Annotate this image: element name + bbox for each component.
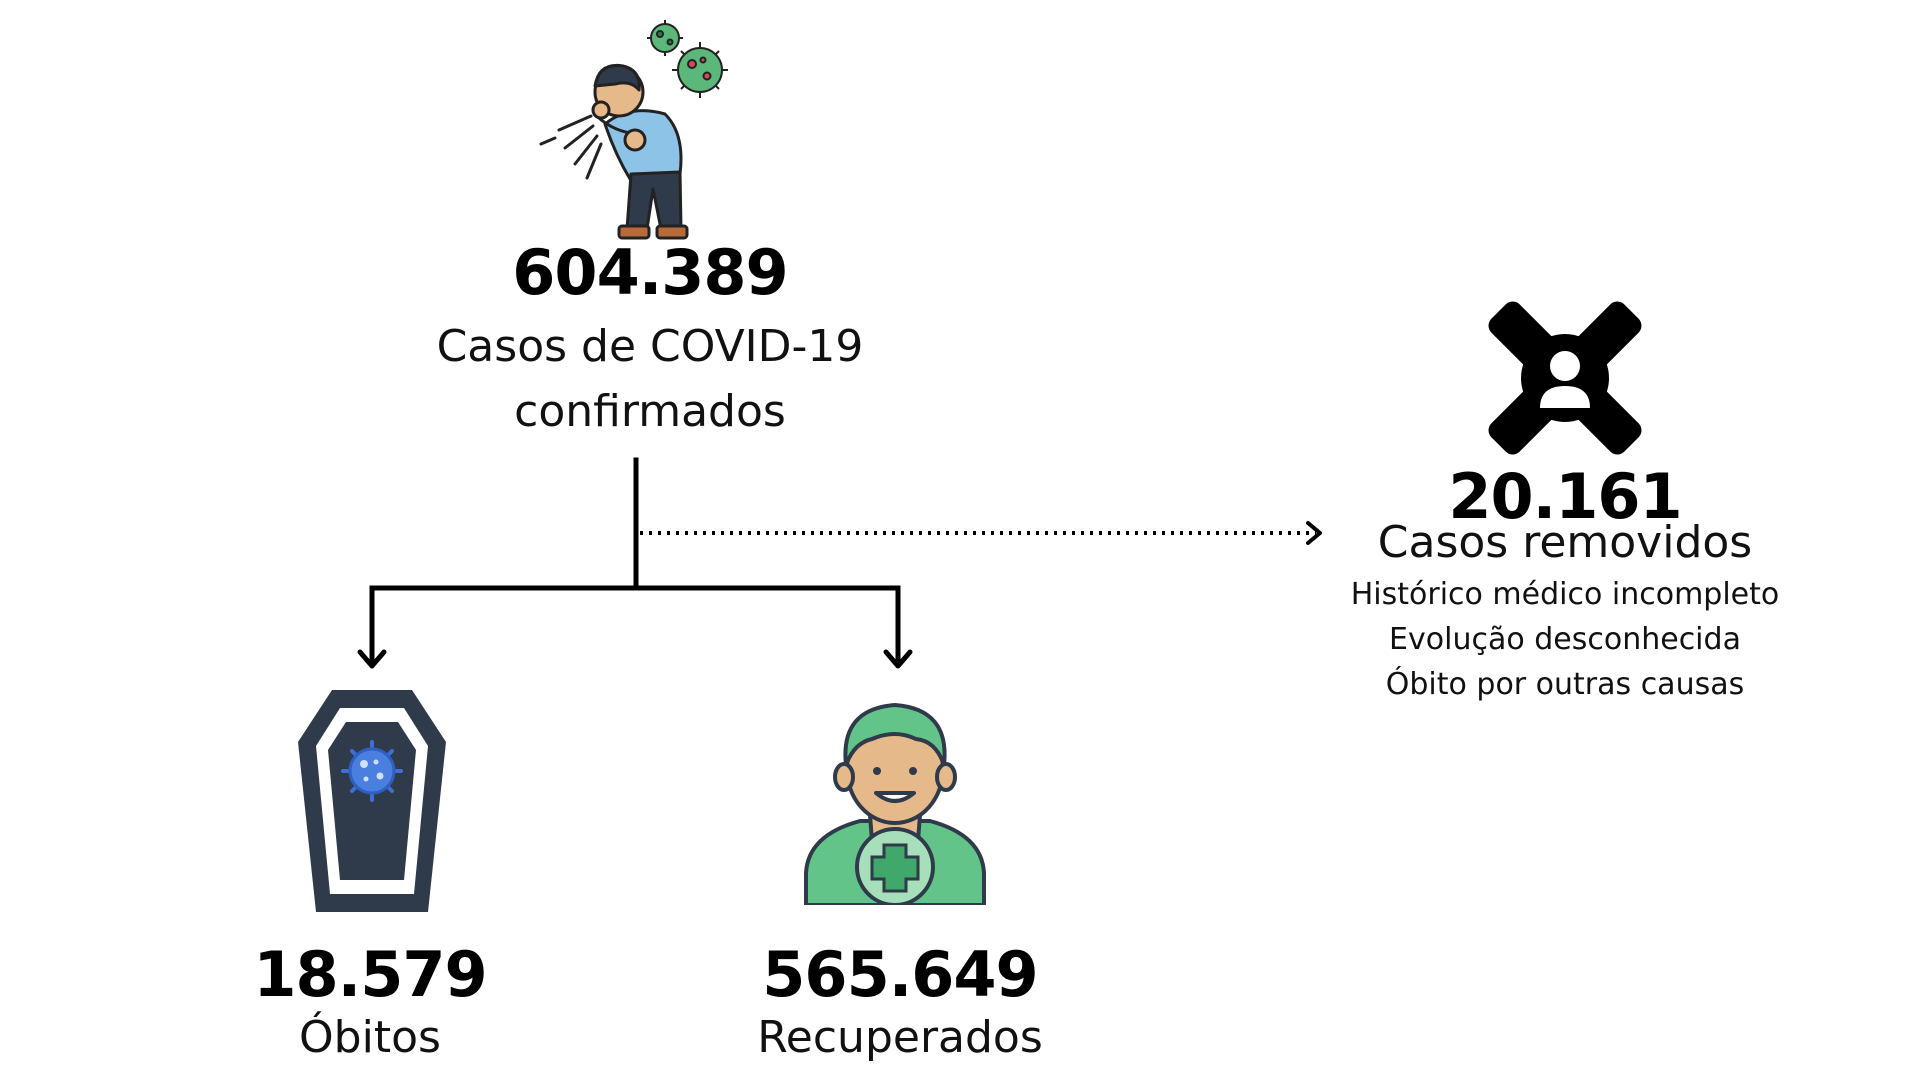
deaths-label: Óbitos	[299, 1012, 441, 1063]
removed-reason: Evolução desconhecida	[1389, 622, 1741, 657]
recovered-doctor-icon	[800, 695, 990, 905]
removed-label: Casos removidos	[1377, 517, 1753, 568]
confirmed-value: 604.389	[512, 236, 788, 309]
removed-reason: Histórico médico incompleto	[1350, 577, 1780, 612]
recovered-label: Recuperados	[757, 1012, 1043, 1063]
removed-reason: Óbito por outras causas	[1385, 667, 1745, 702]
tree-lines	[369, 457, 901, 665]
person-x-icon	[1485, 298, 1645, 458]
virus-particle-small	[647, 20, 683, 56]
coughing-person-icon	[535, 14, 745, 244]
arrow-heads	[357, 649, 913, 669]
coffin-virus-icon	[296, 690, 448, 912]
dotted-arrow-head	[1306, 521, 1322, 545]
recovered-value: 565.649	[762, 938, 1038, 1011]
deaths-value: 18.579	[253, 938, 487, 1011]
removed-value: 20.161	[1448, 460, 1682, 533]
confirmed-label-line1: Casos de COVID-19	[436, 321, 864, 372]
virus-particle-large	[672, 42, 728, 98]
confirmed-label-line2: confirmados	[514, 386, 786, 437]
